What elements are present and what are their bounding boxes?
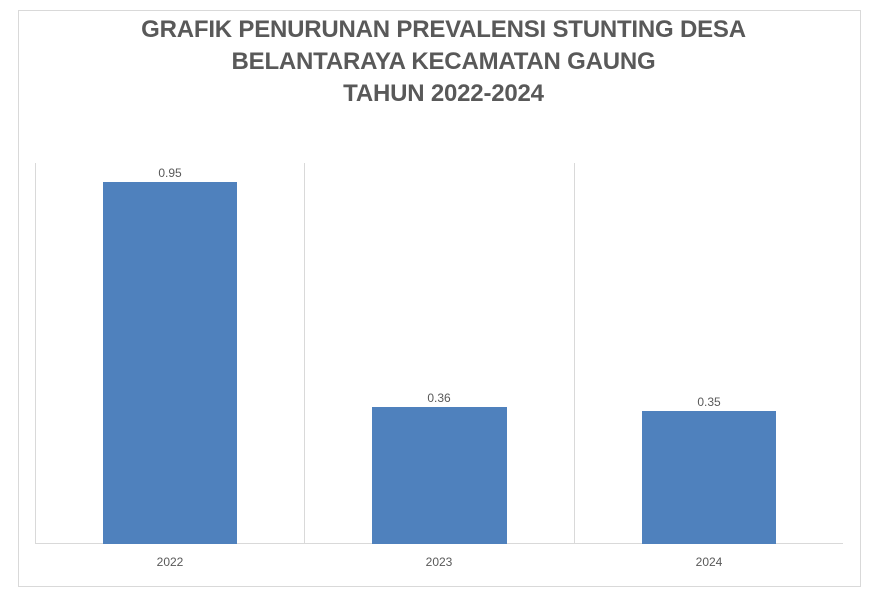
bar-2023: [372, 407, 507, 544]
gridline: [304, 163, 305, 544]
gridline: [574, 163, 575, 544]
data-label-2022: 0.95: [158, 166, 182, 180]
x-tick-label-2023: 2023: [425, 555, 453, 569]
plot-area: 0.95 0.36 0.35: [35, 163, 843, 544]
bar-2024: [642, 411, 776, 544]
bar-2022: [103, 182, 237, 544]
x-tick-label-2024: 2024: [695, 555, 723, 569]
chart-title: GRAFIK PENURUNAN PREVALENSI STUNTING DES…: [0, 14, 887, 110]
chart-title-line-1: GRAFIK PENURUNAN PREVALENSI STUNTING DES…: [141, 16, 746, 43]
chart-title-line-3: TAHUN 2022-2024: [343, 80, 544, 107]
data-label-2023: 0.36: [427, 391, 451, 405]
data-label-2024: 0.35: [697, 395, 721, 409]
gridline: [35, 163, 36, 544]
chart-title-line-2: BELANTARAYA KECAMATAN GAUNG: [231, 48, 656, 75]
x-tick-label-2022: 2022: [156, 555, 184, 569]
